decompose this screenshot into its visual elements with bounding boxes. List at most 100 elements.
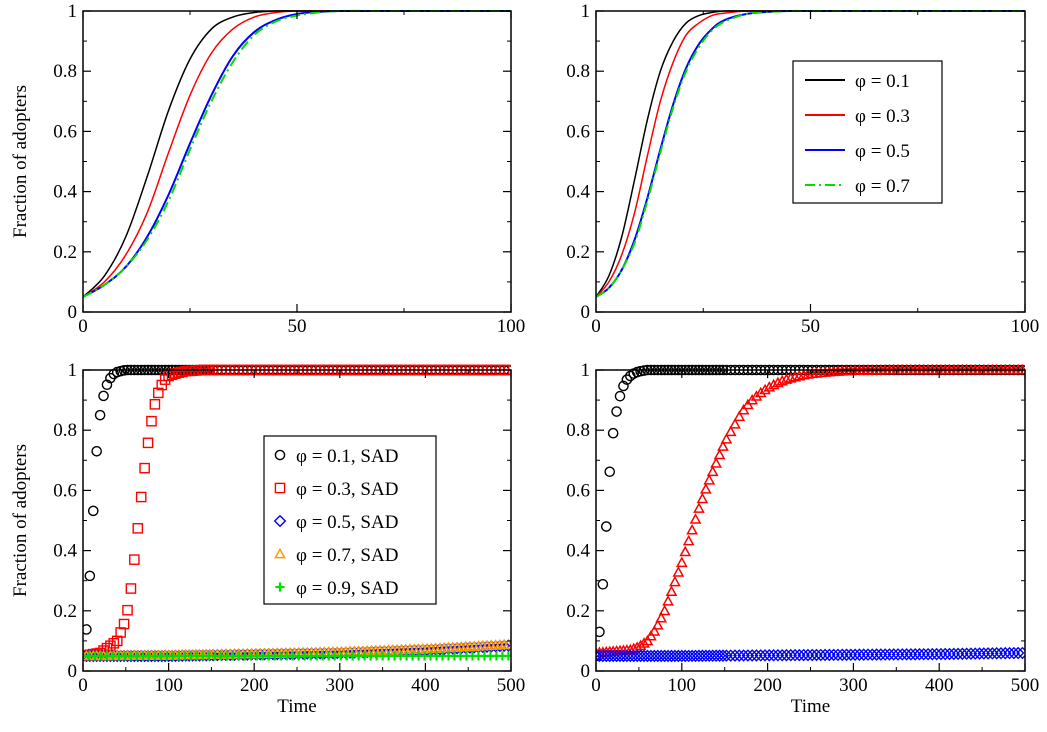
data-point bbox=[835, 648, 849, 662]
data-point bbox=[775, 648, 789, 662]
y-tick-label: 0.4 bbox=[566, 541, 590, 562]
data-point bbox=[853, 648, 866, 661]
x-tick-label: 400 bbox=[411, 675, 440, 696]
legend-label: φ = 0.5 bbox=[855, 141, 910, 162]
data-point bbox=[763, 649, 776, 662]
y-tick-label: 0.6 bbox=[53, 121, 77, 142]
y-tick-label: 0 bbox=[581, 302, 591, 323]
y-tick-label: 1 bbox=[581, 360, 591, 381]
data-point bbox=[621, 374, 633, 385]
y-tick-label: 0 bbox=[68, 661, 78, 682]
data-point bbox=[702, 649, 716, 663]
legend-swatch bbox=[274, 449, 286, 461]
data-point bbox=[672, 566, 685, 577]
data-point bbox=[878, 648, 892, 661]
data-point bbox=[776, 374, 789, 386]
series-line-0 bbox=[83, 10, 511, 298]
data-point bbox=[142, 437, 154, 449]
plot-area bbox=[83, 9, 511, 298]
x-tick-label: 0 bbox=[591, 675, 601, 696]
data-point bbox=[947, 647, 961, 661]
data-point bbox=[896, 648, 909, 661]
y-tick-label: 0.6 bbox=[53, 480, 77, 501]
x-tick-label: 50 bbox=[801, 316, 820, 337]
data-point bbox=[713, 649, 726, 662]
data-point bbox=[669, 575, 681, 587]
data-point bbox=[789, 370, 801, 382]
data-point bbox=[904, 648, 918, 661]
data-point bbox=[176, 366, 188, 378]
legend-box bbox=[263, 435, 437, 605]
data-point bbox=[689, 649, 702, 663]
legend-label: φ = 0.1, SAD bbox=[296, 446, 398, 467]
data-point bbox=[497, 639, 511, 653]
data-point bbox=[716, 649, 730, 662]
y-tick-label: 0.4 bbox=[53, 541, 77, 562]
data-point bbox=[784, 648, 798, 662]
data-point bbox=[83, 624, 92, 635]
data-point bbox=[956, 647, 969, 661]
y-tick-label: 0.2 bbox=[53, 601, 77, 622]
data-point bbox=[818, 648, 832, 662]
data-point bbox=[870, 648, 883, 661]
data-point bbox=[913, 648, 926, 661]
data-point bbox=[146, 415, 157, 427]
y-tick-label: 1 bbox=[68, 1, 78, 22]
panel-bottom-left: 0 100 200 300 400 500 0 0.2 0.4 0.6 0.8 1 Fraction o… bbox=[10, 360, 525, 717]
data-point bbox=[665, 649, 678, 663]
data-point bbox=[874, 648, 888, 661]
data-point bbox=[964, 647, 978, 660]
data-point bbox=[699, 649, 713, 663]
data-point bbox=[754, 386, 767, 398]
panel-top-left: 0 50 100 0 0.2 0.4 0.6 0.8 1 Fraction of adopters bbox=[10, 1, 525, 337]
data-point bbox=[968, 647, 982, 660]
legend-swatch bbox=[274, 482, 286, 494]
x-tick-label: 300 bbox=[326, 675, 355, 696]
x-tick-label: 200 bbox=[240, 675, 269, 696]
data-point bbox=[943, 647, 956, 661]
data-point bbox=[767, 378, 780, 390]
y-tick-label: 0 bbox=[581, 661, 591, 682]
data-point bbox=[101, 379, 113, 391]
data-point bbox=[132, 523, 144, 534]
data-point bbox=[638, 637, 650, 648]
data-point bbox=[763, 381, 776, 392]
data-point bbox=[139, 462, 150, 474]
data-point bbox=[668, 649, 682, 663]
legend-swatch bbox=[275, 582, 285, 592]
data-point bbox=[679, 545, 692, 557]
legend-box bbox=[792, 60, 943, 204]
data-point bbox=[908, 648, 922, 661]
data-point bbox=[900, 648, 913, 661]
data-point bbox=[717, 440, 729, 451]
data-point bbox=[772, 376, 784, 388]
data-point bbox=[682, 534, 695, 546]
data-point bbox=[706, 465, 719, 477]
data-point bbox=[693, 502, 705, 513]
data-point bbox=[692, 649, 706, 663]
y-tick-label: 0.6 bbox=[566, 121, 590, 142]
data-point bbox=[724, 425, 737, 437]
data-point bbox=[934, 647, 948, 661]
data-point bbox=[713, 448, 726, 460]
data-point bbox=[917, 647, 931, 661]
data-point bbox=[951, 647, 965, 661]
data-point bbox=[94, 409, 106, 421]
data-point bbox=[710, 457, 722, 468]
x-tick-label: 100 bbox=[1011, 316, 1040, 337]
data-point bbox=[446, 642, 460, 655]
data-point bbox=[658, 649, 671, 663]
data-point bbox=[733, 410, 746, 422]
data-point bbox=[793, 648, 806, 662]
data-point bbox=[654, 649, 668, 663]
data-point bbox=[891, 648, 905, 661]
data-point bbox=[1007, 646, 1021, 660]
data-point bbox=[467, 641, 481, 654]
x-tick-label: 100 bbox=[154, 675, 183, 696]
y-tick-label: 1 bbox=[581, 1, 591, 22]
data-point bbox=[754, 649, 768, 662]
data-point bbox=[703, 474, 716, 485]
data-point bbox=[135, 491, 147, 503]
data-point bbox=[170, 368, 181, 379]
data-point bbox=[729, 418, 741, 429]
